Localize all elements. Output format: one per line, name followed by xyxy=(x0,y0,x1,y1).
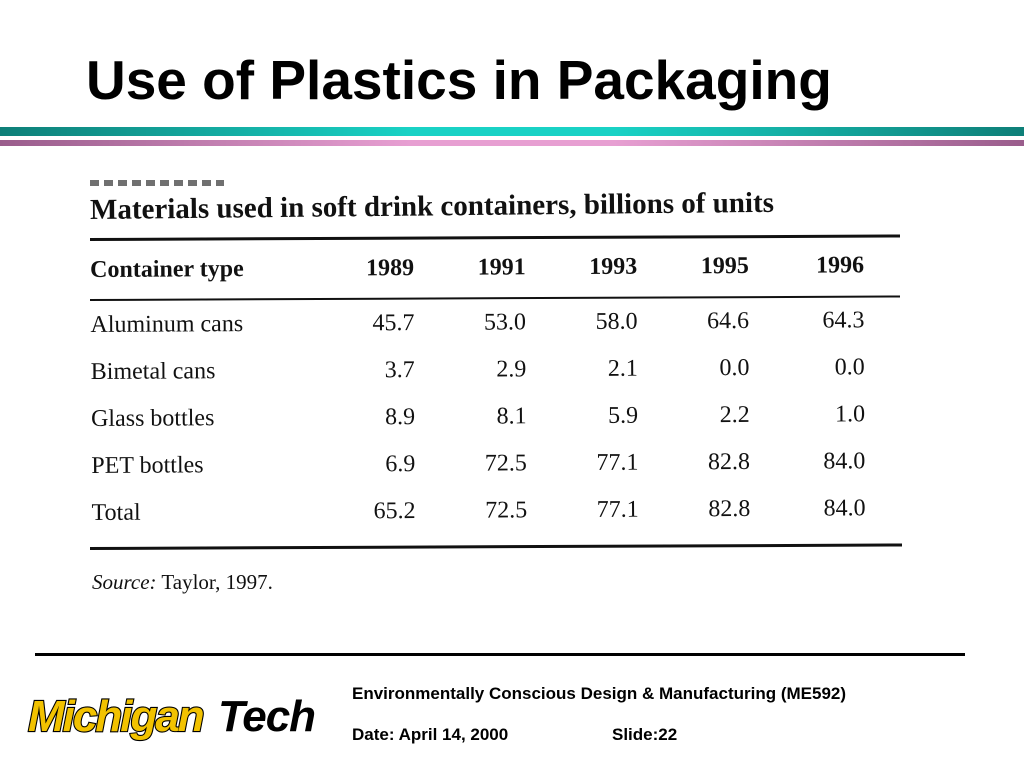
source-citation: Source: Taylor, 1997. xyxy=(92,570,273,595)
title-underline-pink xyxy=(0,140,1024,146)
table-row: Aluminum cans 45.7 53.0 58.0 64.6 64.3 xyxy=(90,287,890,349)
table-cell: 45.7 xyxy=(372,310,415,337)
michigan-tech-logo: Michigan Tech xyxy=(27,691,316,742)
table-caption: Materials used in soft drink containers,… xyxy=(89,186,775,226)
table-cell: 84.0 xyxy=(823,495,866,522)
logo-text-tech: Tech xyxy=(218,692,315,741)
row-label: Glass bottles xyxy=(90,405,215,432)
table-row: Glass bottles 8.9 8.1 5.9 2.2 1.0 xyxy=(91,391,891,443)
table-cell: 2.2 xyxy=(719,401,750,429)
table-top-rule xyxy=(89,234,900,241)
logo-text-michigan: Michigan xyxy=(28,692,204,741)
header-year-1993: 1993 xyxy=(589,253,638,280)
table-cell: 2.1 xyxy=(607,355,638,382)
table-cell: 72.5 xyxy=(484,450,527,477)
table-cell: 58.0 xyxy=(595,308,638,335)
table-cell: 72.5 xyxy=(485,497,528,524)
table-row-total: Total 65.2 72.5 77.1 82.8 84.0 xyxy=(91,485,891,537)
source-label: Source: xyxy=(92,570,157,594)
table-cell: 84.0 xyxy=(823,448,866,475)
row-label: Aluminum cans xyxy=(90,311,244,338)
header-year-1995: 1995 xyxy=(700,252,749,279)
table-cell: 8.1 xyxy=(496,403,527,430)
header-year-1991: 1991 xyxy=(477,253,526,281)
table-cell: 5.9 xyxy=(608,402,639,429)
table-bottom-rule xyxy=(89,543,902,550)
table-cell: 0.0 xyxy=(834,354,865,381)
scan-artifact xyxy=(90,180,224,186)
row-label: PET bottles xyxy=(91,452,204,479)
footer-course-title: Environmentally Conscious Design & Manuf… xyxy=(352,684,847,703)
table-cell: 3.7 xyxy=(384,357,415,384)
table-row: PET bottles 6.9 72.5 77.1 82.8 84.0 xyxy=(91,438,891,490)
header-year-1989: 1989 xyxy=(366,254,415,281)
row-label: Bimetal cans xyxy=(90,358,216,385)
table-cell: 2.9 xyxy=(496,356,527,383)
materials-table: Container type 1989 1991 1993 1995 1996 … xyxy=(90,243,892,537)
source-text: Taylor, 1997. xyxy=(156,570,273,594)
table-cell: 0.0 xyxy=(719,354,750,382)
table-row: Bimetal cans 3.7 2.9 2.1 0.0 0.0 xyxy=(91,344,891,396)
title-underline-teal xyxy=(0,127,1024,136)
table-cell: 8.9 xyxy=(384,404,416,431)
table-cell: 1.0 xyxy=(834,401,866,428)
table-cell: 65.2 xyxy=(373,498,416,525)
table-header-row: Container type 1989 1991 1993 1995 1996 xyxy=(90,243,890,292)
table-cell: 77.1 xyxy=(596,449,639,476)
table-cell: 64.6 xyxy=(707,307,750,335)
table-cell: 77.1 xyxy=(596,496,639,523)
row-label: Total xyxy=(91,499,141,526)
header-year-1996: 1996 xyxy=(816,251,865,279)
table-cell: 6.9 xyxy=(385,451,416,478)
footer-slide-number: Slide:22 xyxy=(612,725,678,744)
slide-title: Use of Plastics in Packaging xyxy=(86,49,832,111)
header-container-type: Container type xyxy=(90,255,244,283)
table-cell: 64.3 xyxy=(822,307,865,334)
footer-date: Date: April 14, 2000 xyxy=(352,725,509,744)
table-cell: 53.0 xyxy=(483,309,527,336)
scanned-table-figure: Materials used in soft drink containers,… xyxy=(86,180,916,600)
table-cell: 82.8 xyxy=(708,495,751,523)
table-cell: 82.8 xyxy=(707,448,751,476)
footer-divider xyxy=(35,653,965,656)
